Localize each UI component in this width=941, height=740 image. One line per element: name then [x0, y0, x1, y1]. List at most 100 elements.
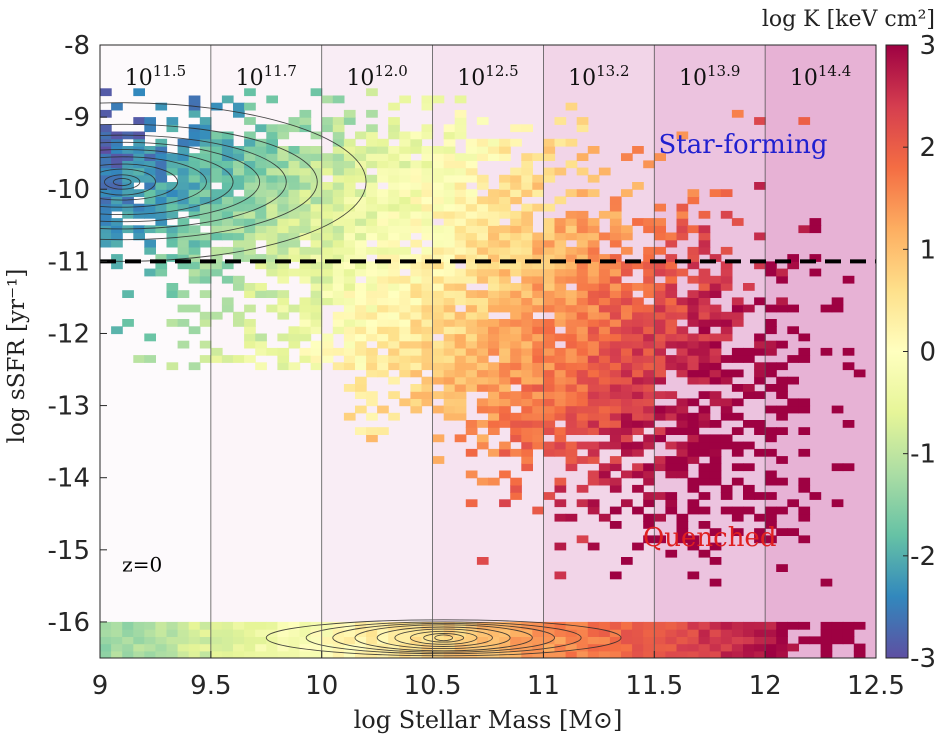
x-tick-label: 9 [92, 671, 109, 701]
heatmap-cell [488, 362, 500, 371]
heatmap-cell [488, 218, 500, 226]
heatmap-cell [576, 427, 589, 435]
heatmap-cell [421, 650, 434, 658]
heatmap-cell [410, 629, 423, 637]
heatmap-cell [321, 153, 334, 161]
heatmap-cell [499, 239, 511, 248]
heatmap-cell [543, 412, 556, 421]
x-axis-label: log Stellar Mass [M⊙] [354, 706, 623, 734]
heatmap-cell [687, 246, 700, 255]
heatmap-cell [510, 484, 522, 493]
heatmap-cell [521, 232, 533, 241]
heatmap-cell [565, 376, 578, 385]
heatmap-cell [233, 153, 245, 161]
heatmap-cell [565, 621, 578, 630]
heatmap-cell [709, 542, 722, 551]
heatmap-cell [221, 304, 234, 313]
heatmap-cell [510, 420, 522, 428]
heatmap-cell [111, 189, 123, 197]
colorbar-tick-label: 3 [919, 31, 936, 61]
heatmap-cell [654, 347, 666, 356]
heatmap-cell [454, 333, 467, 342]
heatmap-cell [310, 326, 323, 335]
heatmap-cell [621, 621, 633, 630]
heatmap-cell [421, 275, 434, 284]
heatmap-cell [388, 167, 400, 176]
heatmap-cell [609, 477, 622, 486]
heatmap-cell [299, 160, 312, 169]
heatmap-cell [643, 420, 655, 428]
heatmap-cell [643, 492, 655, 500]
heatmap-cell [543, 448, 556, 457]
heatmap-cell [210, 218, 223, 226]
heatmap-cell [587, 650, 600, 658]
heatmap-cell [676, 326, 689, 335]
heatmap-cell [621, 650, 633, 658]
heatmap-cell [421, 355, 434, 363]
heatmap-cell [609, 311, 622, 320]
heatmap-cell [188, 326, 201, 335]
heatmap-cell [100, 182, 112, 190]
heatmap-cell [321, 189, 334, 197]
heatmap-cell [554, 499, 567, 508]
heatmap-cell [621, 557, 633, 565]
heatmap-cell [476, 629, 489, 637]
heatmap-cell [266, 246, 278, 255]
heatmap-cell [343, 138, 356, 147]
heatmap-cell [332, 254, 345, 262]
heatmap-cell [410, 391, 423, 399]
heatmap-cell [521, 650, 533, 658]
heatmap-cell [221, 261, 234, 270]
heatmap-cell [521, 311, 533, 320]
heatmap-cell [244, 203, 256, 212]
heatmap-cell [499, 355, 511, 363]
heatmap-cell [598, 283, 611, 291]
heatmap-cell [488, 239, 500, 248]
heatmap-cell [543, 362, 556, 371]
heatmap-cell [343, 182, 356, 190]
heatmap-cell [454, 210, 467, 219]
heatmap-cell [720, 333, 733, 342]
heatmap-cell [510, 283, 522, 291]
heatmap-cell [277, 131, 290, 140]
heatmap-cell [233, 203, 245, 212]
heatmap-cell [432, 203, 445, 212]
heatmap-cell [177, 629, 190, 637]
heatmap-cell [355, 650, 367, 658]
heatmap-cell [443, 304, 456, 313]
heatmap-cell [765, 535, 777, 544]
heatmap-cell [122, 290, 134, 298]
heatmap-cell [587, 232, 600, 241]
heatmap-cell [598, 362, 611, 371]
heatmap-cell [554, 391, 567, 399]
heatmap-cell [609, 210, 622, 219]
heatmap-cell [765, 636, 777, 645]
heatmap-cell [621, 261, 633, 270]
heatmap-cell [776, 650, 788, 658]
heatmap-cell [621, 153, 633, 161]
heatmap-cell [521, 434, 533, 443]
heatmap-cell [388, 131, 400, 140]
heatmap-cell [521, 167, 533, 176]
heatmap-cell [776, 391, 788, 399]
heatmap-cell [399, 629, 411, 637]
heatmap-cell [355, 246, 367, 255]
halo-band-6 [765, 45, 876, 658]
heatmap-cell [776, 629, 788, 637]
heatmap-cell [665, 304, 678, 313]
heatmap-cell [133, 355, 145, 363]
heatmap-cell [465, 420, 478, 428]
heatmap-cell [465, 268, 478, 277]
heatmap-cell [233, 254, 245, 262]
heatmap-cell [499, 225, 511, 234]
colorbar-tick-label: -2 [910, 542, 936, 572]
heatmap-cell [698, 391, 711, 399]
heatmap-cell [399, 218, 411, 226]
heatmap-cell [144, 167, 156, 176]
heatmap-cell [720, 283, 733, 291]
heatmap-cell [454, 340, 467, 349]
heatmap-cell [720, 650, 733, 658]
heatmap-cell [221, 246, 234, 255]
heatmap-cell [343, 355, 356, 363]
heatmap-cell [410, 225, 423, 234]
